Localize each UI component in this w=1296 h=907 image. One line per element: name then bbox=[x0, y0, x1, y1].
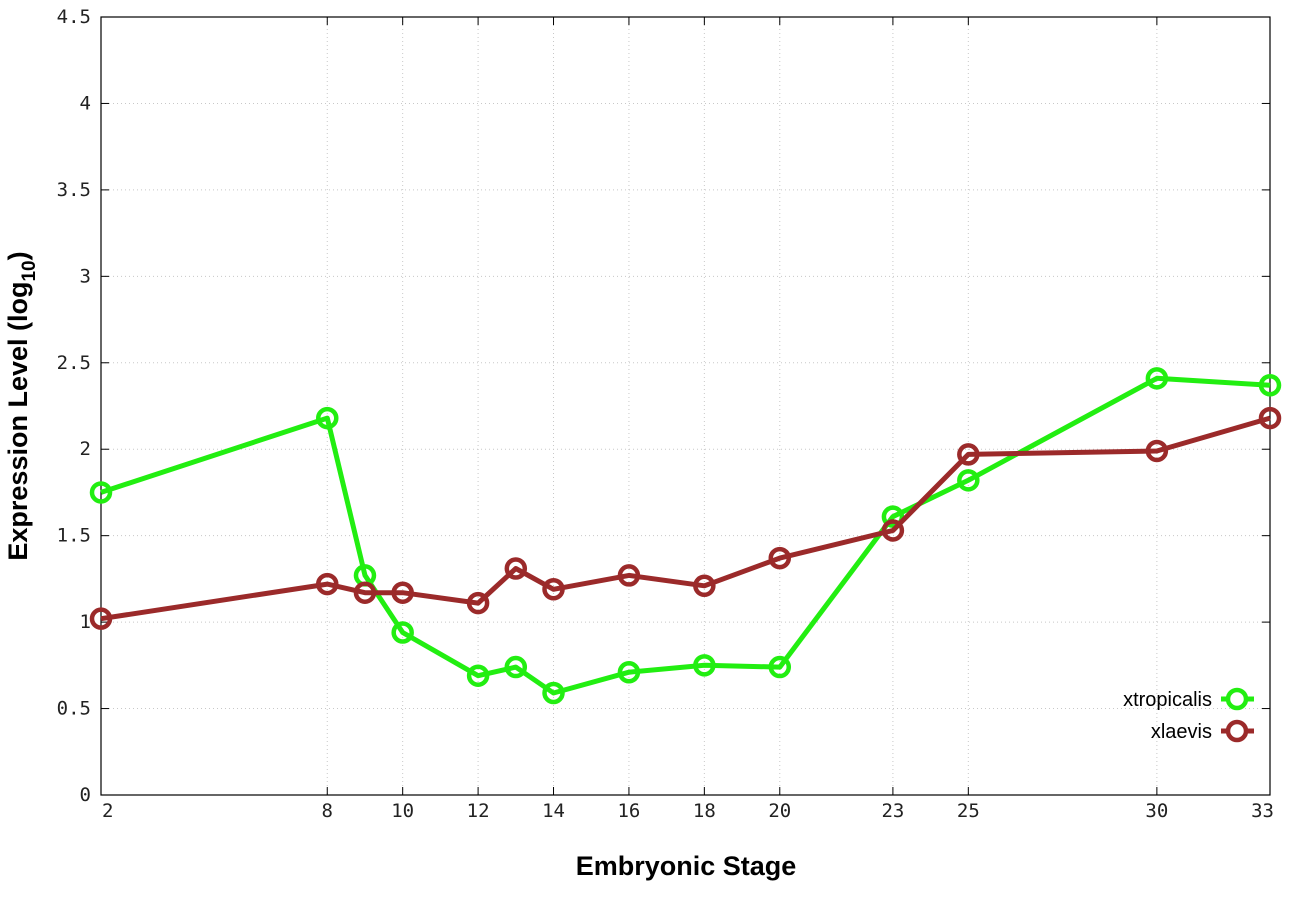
y-axis-title: Expression Level (log10) bbox=[3, 251, 40, 560]
legend-label: xtropicalis bbox=[1123, 689, 1212, 711]
legend: xtropicalis xlaevis bbox=[1123, 687, 1254, 743]
data-point-xlaevis bbox=[693, 574, 716, 598]
legend-label: xlaevis bbox=[1151, 721, 1212, 743]
y-axis: 0 0.5 1 1.5 2 2.5 3 3.5 4 4.5 bbox=[57, 6, 1270, 806]
x-tick-label: 10 bbox=[391, 800, 414, 822]
x-tick-label: 20 bbox=[768, 800, 791, 822]
y-tick-label: 3.5 bbox=[57, 179, 91, 201]
data-point-xtropicalis bbox=[957, 469, 980, 492]
series-xlaevis bbox=[89, 406, 1282, 630]
data-point-xtropicalis bbox=[542, 681, 565, 705]
data-point-xlaevis bbox=[391, 581, 414, 604]
y-tick-label: 2 bbox=[80, 438, 91, 460]
x-tick-label: 33 bbox=[1251, 800, 1274, 822]
data-point-xlaevis bbox=[617, 564, 641, 587]
data-point-xtropicalis bbox=[504, 655, 528, 679]
data-point-xtropicalis bbox=[1145, 367, 1169, 390]
y-tick-label: 0.5 bbox=[57, 698, 91, 720]
x-axis-title: Embryonic Stage bbox=[576, 851, 797, 881]
data-point-xtropicalis bbox=[693, 654, 716, 677]
y-tick-label: 4.5 bbox=[57, 6, 91, 28]
data-point-xlaevis bbox=[504, 557, 528, 580]
x-tick-label: 8 bbox=[322, 800, 333, 822]
data-point-xlaevis bbox=[768, 546, 792, 570]
series-line-xlaevis bbox=[100, 415, 1271, 622]
legend-item-xlaevis: xlaevis bbox=[1151, 719, 1254, 743]
y-tick-label: 0 bbox=[80, 784, 91, 806]
y-tick-label: 4 bbox=[80, 92, 91, 114]
x-tick-label: 14 bbox=[542, 800, 565, 822]
y-tick-label: 2.5 bbox=[57, 352, 91, 374]
data-point-xtropicalis bbox=[466, 664, 490, 687]
y-axis-title-main: Expression Level (log bbox=[3, 282, 33, 561]
y-axis-title-close: ) bbox=[3, 251, 33, 260]
data-point-xlaevis bbox=[1145, 439, 1169, 463]
data-point-xtropicalis bbox=[881, 505, 905, 528]
y-tick-label: 1.5 bbox=[57, 525, 91, 547]
data-point-xlaevis bbox=[466, 591, 490, 615]
legend-swatch-marker bbox=[1225, 719, 1249, 743]
y-tick-label: 1 bbox=[80, 611, 91, 633]
data-point-xtropicalis bbox=[768, 655, 792, 679]
legend-item-xtropicalis: xtropicalis bbox=[1123, 687, 1254, 711]
x-tick-label: 2 bbox=[102, 800, 113, 822]
data-point-xlaevis bbox=[353, 581, 377, 604]
plot-frame bbox=[100, 16, 1271, 796]
y-tick-label: 3 bbox=[80, 265, 91, 287]
legend-swatch-marker bbox=[1225, 687, 1249, 711]
x-axis: 2 8 10 12 14 16 18 20 23 25 30 33 bbox=[100, 17, 1274, 822]
x-tick-label: 18 bbox=[693, 800, 716, 822]
x-tick-label: 12 bbox=[467, 800, 490, 822]
x-tick-label: 30 bbox=[1145, 800, 1168, 822]
x-tick-label: 23 bbox=[881, 800, 904, 822]
data-point-xlaevis bbox=[1258, 406, 1282, 430]
data-point-xlaevis bbox=[957, 443, 980, 466]
data-point-xlaevis bbox=[881, 519, 905, 542]
data-point-xtropicalis bbox=[89, 481, 113, 504]
data-point-xtropicalis bbox=[316, 406, 339, 430]
data-point-xtropicalis bbox=[617, 660, 641, 684]
x-tick-label: 25 bbox=[957, 800, 980, 822]
y-axis-title-subscript: 10 bbox=[19, 260, 40, 281]
data-point-xlaevis bbox=[542, 578, 565, 601]
data-point-xlaevis bbox=[89, 607, 113, 630]
x-tick-label: 16 bbox=[617, 800, 640, 822]
data-point-xlaevis bbox=[316, 572, 339, 596]
data-point-xtropicalis bbox=[391, 621, 414, 644]
grid bbox=[101, 17, 1270, 795]
data-point-xtropicalis bbox=[1258, 374, 1282, 397]
series-layer bbox=[89, 367, 1282, 705]
